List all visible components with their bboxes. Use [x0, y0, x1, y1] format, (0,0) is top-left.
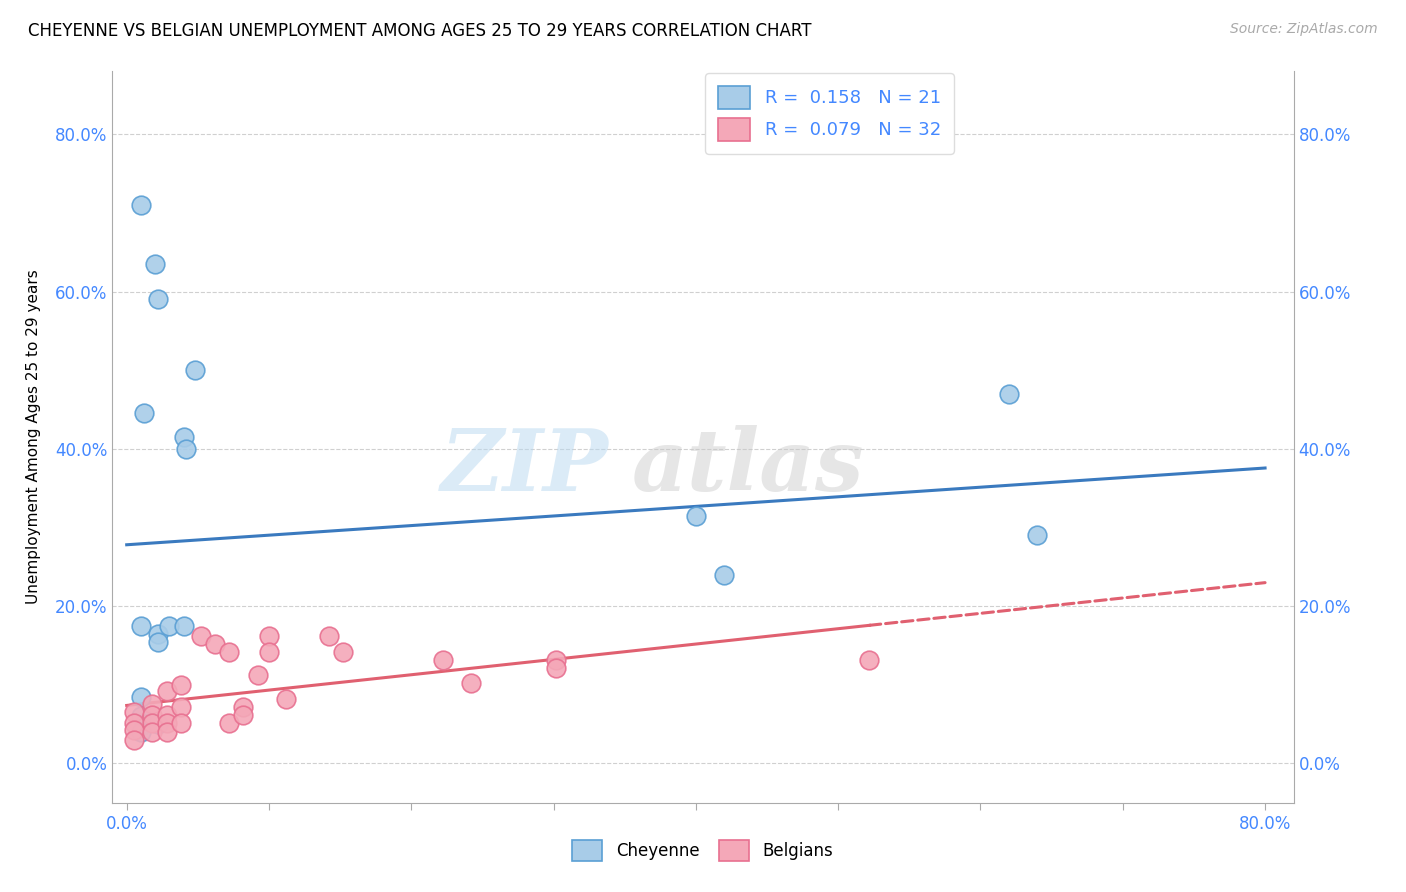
Point	[218, 715, 240, 730]
Point	[432, 653, 454, 667]
Point	[170, 699, 193, 714]
Point	[685, 508, 707, 523]
Y-axis label: Unemployment Among Ages 25 to 29 years: Unemployment Among Ages 25 to 29 years	[27, 269, 41, 605]
Point	[998, 387, 1021, 401]
Point	[170, 715, 193, 730]
Point	[155, 707, 177, 722]
Point	[141, 725, 163, 739]
Point	[157, 619, 180, 633]
Point	[332, 645, 354, 659]
Point	[155, 684, 177, 698]
Point	[129, 725, 152, 739]
Point	[143, 257, 166, 271]
Point	[257, 629, 280, 643]
Point	[155, 715, 177, 730]
Point	[129, 619, 152, 633]
Point	[246, 668, 269, 682]
Legend: Cheyenne, Belgians: Cheyenne, Belgians	[565, 833, 841, 868]
Point	[173, 619, 195, 633]
Point	[141, 698, 163, 712]
Point	[858, 653, 880, 667]
Point	[204, 637, 226, 651]
Point	[146, 634, 169, 648]
Point	[141, 715, 163, 730]
Point	[146, 293, 169, 307]
Point	[122, 732, 145, 747]
Text: atlas: atlas	[633, 425, 865, 508]
Point	[232, 699, 254, 714]
Point	[173, 430, 195, 444]
Point	[1026, 528, 1049, 542]
Point	[141, 707, 163, 722]
Point	[546, 653, 568, 667]
Point	[146, 626, 169, 640]
Text: CHEYENNE VS BELGIAN UNEMPLOYMENT AMONG AGES 25 TO 29 YEARS CORRELATION CHART: CHEYENNE VS BELGIAN UNEMPLOYMENT AMONG A…	[28, 22, 811, 40]
Point	[132, 717, 155, 731]
Point	[460, 676, 482, 690]
Point	[176, 442, 198, 456]
Point	[146, 717, 169, 731]
Point	[122, 715, 145, 730]
Point	[122, 706, 145, 720]
Point	[129, 690, 152, 704]
Text: Source: ZipAtlas.com: Source: ZipAtlas.com	[1230, 22, 1378, 37]
Text: ZIP: ZIP	[440, 425, 609, 508]
Point	[257, 645, 280, 659]
Point	[184, 363, 207, 377]
Point	[713, 567, 735, 582]
Point	[170, 678, 193, 692]
Point	[546, 660, 568, 674]
Point	[274, 692, 297, 706]
Point	[129, 709, 152, 723]
Point	[232, 707, 254, 722]
Point	[190, 629, 212, 643]
Point	[122, 723, 145, 738]
Point	[132, 407, 155, 421]
Point	[218, 645, 240, 659]
Point	[129, 198, 152, 212]
Point	[318, 629, 340, 643]
Point	[155, 725, 177, 739]
